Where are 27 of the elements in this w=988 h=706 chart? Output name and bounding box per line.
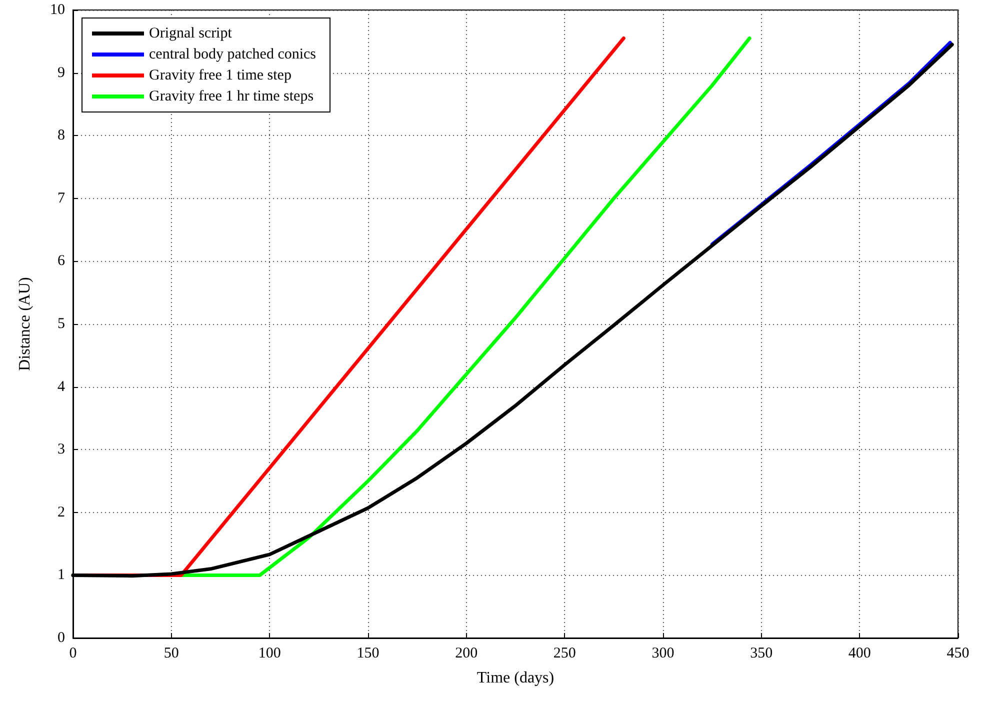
y-tick-label: 6 [58,253,66,270]
x-tick-label: 100 [258,646,281,662]
legend-label: central body patched conics [149,46,316,62]
x-tick-label: 150 [356,646,380,662]
x-tick-label: 250 [553,646,576,662]
y-tick-label: 7 [58,190,66,206]
y-tick-label: 1 [58,567,65,584]
x-tick-label: 0 [69,646,77,662]
x-tick-label: 350 [750,646,773,662]
x-axis-title: Time (days) [476,670,554,686]
legend-label: Gravity free 1 time step [149,68,292,84]
y-tick-label: 3 [58,442,65,458]
legend-label: Orignal script [149,26,233,42]
y-tick-label: 5 [58,316,65,332]
y-tick-label: 10 [50,2,65,18]
legend-label: Gravity free 1 hr time steps [149,88,314,104]
y-tick-label: 8 [58,128,65,144]
x-tick-label: 400 [848,646,871,662]
x-tick-label: 50 [164,646,179,662]
y-tick-label: 0 [58,630,65,646]
x-tick-label: 200 [455,646,478,662]
x-tick-label: 450 [946,646,970,662]
y-axis-title: Distance (AU) [16,277,34,371]
x-tick-label: 300 [652,646,674,662]
y-tick-label: 9 [58,64,65,81]
y-tick-label: 4 [58,378,66,395]
y-tick-label: 2 [58,504,65,520]
